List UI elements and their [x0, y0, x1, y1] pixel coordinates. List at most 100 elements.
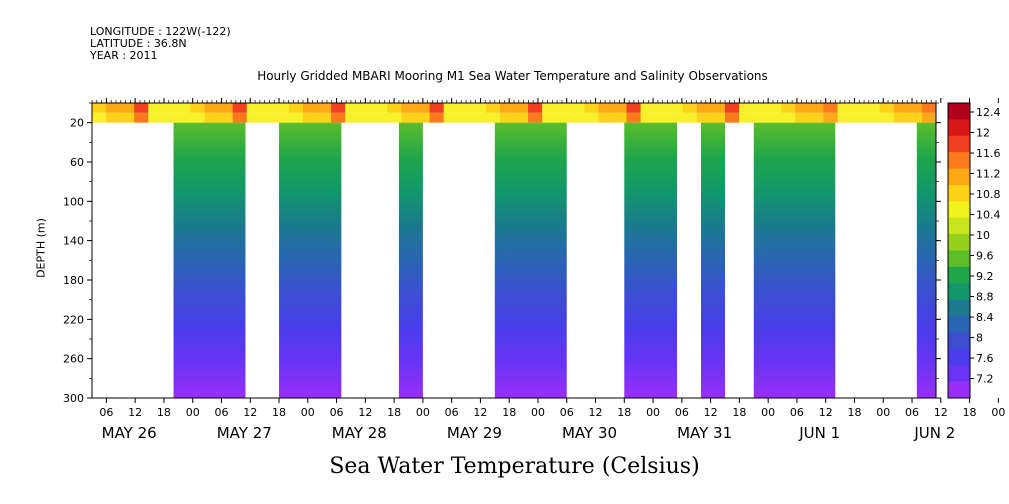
x-tick-label: 12: [128, 406, 142, 419]
surface-cell: [457, 112, 473, 123]
x-tick-label: 00: [186, 406, 200, 419]
x-day-label: JUN 1: [798, 424, 840, 442]
x-tick-label: 06: [330, 406, 344, 419]
surface-cell: [429, 103, 445, 113]
surface-cell: [907, 103, 923, 113]
x-tick-label: 06: [560, 406, 574, 419]
data-block: [916, 122, 936, 399]
x-tick-label: 06: [905, 406, 919, 419]
colorbar-label: 10.4: [976, 209, 1001, 222]
surface-cell: [739, 103, 754, 113]
surface-cell: [92, 103, 107, 113]
surface-cell: [865, 103, 881, 113]
x-tick-label: 12: [589, 406, 603, 419]
x-tick-label: 18: [387, 406, 401, 419]
x-tick-label: 00: [301, 406, 315, 419]
surface-cell: [767, 103, 782, 113]
surface-cell: [373, 112, 388, 123]
colorbar-frame: [947, 102, 971, 399]
surface-cell: [190, 112, 206, 123]
surface-cell: [345, 103, 360, 113]
colorbar: 12.4 12 11.6 11.2 10.8 10.4 10 9.6 9.2 8.8 8.4 8 7.6…: [947, 102, 1001, 399]
surface-cell: [626, 112, 642, 123]
surface-cell: [753, 103, 768, 113]
colorbar-swatch: [948, 217, 970, 235]
surface-cell: [162, 103, 177, 113]
colorbar-label: 11.2: [976, 168, 1001, 181]
surface-cell: [626, 103, 642, 113]
surface-cell: [682, 103, 698, 113]
surface-cell: [851, 103, 867, 113]
surface-cell: [823, 103, 839, 113]
surface-cell: [654, 103, 670, 113]
x-tick-label: 18: [272, 406, 286, 419]
surface-cell: [921, 103, 937, 113]
surface-cell: [401, 112, 417, 123]
colorbar-swatch: [948, 283, 970, 300]
surface-cell: [499, 112, 515, 123]
surface-cell: [148, 112, 163, 123]
x-day-label: MAY 30: [562, 424, 617, 442]
colorbar-swatch: [948, 381, 970, 399]
y-tick-label: 220: [63, 313, 84, 326]
surface-cell: [92, 112, 107, 123]
surface-cell: [640, 112, 656, 123]
surface-cell: [148, 103, 163, 113]
surface-cell: [246, 112, 262, 123]
surface-cell: [865, 112, 881, 123]
year-label: YEAR : 2011: [90, 49, 158, 62]
surface-cell: [288, 103, 304, 113]
surface-cell: [288, 112, 304, 123]
surface-cell: [556, 112, 571, 123]
x-tick-label: 18: [617, 406, 631, 419]
surface-cell: [204, 112, 220, 123]
x-tick-label: 06: [99, 406, 113, 419]
surface-cell: [907, 112, 923, 123]
latitude-label: LATITUDE : 36.8N: [90, 37, 187, 50]
colorbar-swatch: [948, 119, 970, 137]
x-tick-label: 18: [502, 406, 516, 419]
colorbar-swatch: [948, 250, 970, 268]
x-tick-label: 00: [761, 406, 775, 419]
surface-cell: [457, 103, 473, 113]
data-block: [701, 122, 725, 399]
x-day-label: MAY 26: [102, 424, 157, 442]
x-tick-label: 00: [416, 406, 430, 419]
surface-cell: [640, 103, 656, 113]
surface-cell: [781, 112, 796, 123]
surface-cell: [767, 112, 782, 123]
surface-cell: [260, 112, 276, 123]
surface-cell: [387, 112, 402, 123]
surface-cell: [373, 103, 388, 113]
surface-cell: [218, 103, 234, 113]
surface-cell: [232, 103, 248, 113]
colorbar-swatch: [948, 266, 970, 284]
x-tick-label: 06: [445, 406, 459, 419]
x-tick-label: 18: [157, 406, 171, 419]
x-tick-label: 00: [646, 406, 660, 419]
x-tick-label: 06: [675, 406, 689, 419]
x-tick-label: 06: [790, 406, 804, 419]
colorbar-label: 7.2: [976, 373, 994, 386]
surface-cell: [471, 103, 487, 113]
surface-cell: [162, 112, 177, 123]
x-tick-label: 12: [934, 406, 948, 419]
x-day-label: MAY 31: [677, 424, 732, 442]
surface-cell: [176, 112, 191, 123]
surface-cell: [120, 103, 135, 113]
colorbar-label: 8.8: [976, 291, 994, 304]
surface-cell: [696, 103, 712, 113]
surface-cell: [696, 112, 712, 123]
x-tick-label: 00: [991, 406, 1005, 419]
surface-cell: [598, 103, 613, 113]
colorbar-label: 10: [976, 229, 990, 242]
surface-cell: [401, 103, 417, 113]
x-tick-label: 18: [732, 406, 746, 419]
colorbar-label: 12.4: [976, 106, 1001, 119]
colorbar-swatch: [948, 103, 970, 120]
surface-cell: [809, 103, 824, 113]
y-tick-label: 20: [70, 117, 84, 130]
colorbar-swatch: [948, 348, 970, 366]
surface-cell: [232, 112, 248, 123]
surface-cell: [837, 103, 853, 113]
